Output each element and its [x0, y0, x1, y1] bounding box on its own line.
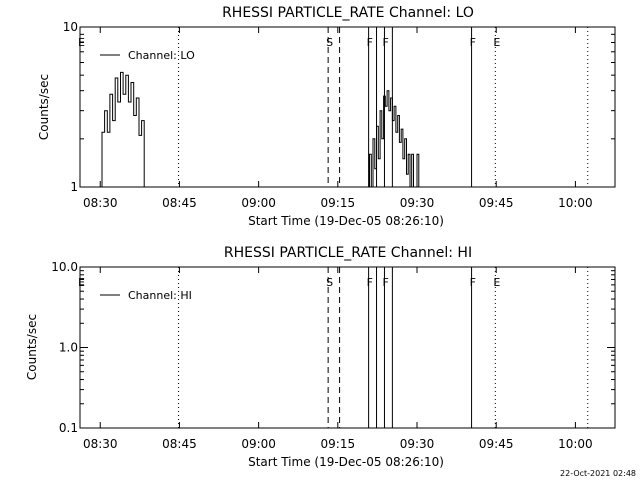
y-tick-label: 10.0 — [51, 260, 78, 274]
x-tick-label: 09:00 — [241, 196, 276, 210]
x-tick-label: 09:45 — [479, 437, 514, 451]
x-tick-label: 09:15 — [321, 196, 356, 210]
panel-lo-channel: RHESSI PARTICLE_RATE Channel: LO Counts/… — [37, 5, 616, 228]
panel-hi-channel: RHESSI PARTICLE_RATE Channel: HI Counts/… — [25, 245, 616, 469]
time-marker-letter: S — [326, 36, 333, 49]
series-line-segment — [367, 90, 420, 188]
x-tick-label: 08:30 — [83, 437, 118, 451]
legend-label: Channel: LO — [128, 49, 195, 62]
x-tick-label: 10:00 — [558, 196, 593, 210]
time-marker-letter: F — [382, 276, 388, 289]
x-tick-label: 09:15 — [321, 437, 356, 451]
series-line-segment — [98, 71, 145, 188]
time-marker-letter: S — [326, 276, 333, 289]
y-tick-label: 10 — [63, 20, 78, 34]
time-marker-letter: E — [78, 276, 85, 289]
time-marker-letter: F — [382, 36, 388, 49]
x-tick-label: 08:30 — [83, 196, 118, 210]
y-tick-label: 0.1 — [59, 421, 78, 435]
x-tick-label: 09:00 — [241, 437, 276, 451]
legend-label: Channel: HI — [128, 289, 192, 302]
time-marker-letter: F — [470, 36, 476, 49]
x-tick-label: 10:00 — [558, 437, 593, 451]
x-tick-label: 08:45 — [162, 196, 197, 210]
y-axis-label: Counts/sec — [37, 74, 51, 140]
x-axis-label: Start Time (19-Dec-05 08:26:10) — [248, 455, 444, 469]
chart-title: RHESSI PARTICLE_RATE Channel: HI — [224, 245, 472, 261]
x-tick-label: 09:45 — [479, 196, 514, 210]
time-marker-letter: F — [367, 36, 373, 49]
time-marker-letter: F — [367, 276, 373, 289]
x-tick-label: 09:30 — [400, 196, 435, 210]
x-axis-label: Start Time (19-Dec-05 08:26:10) — [248, 214, 444, 228]
chart-title: RHESSI PARTICLE_RATE Channel: LO — [222, 5, 474, 21]
timestamp: 22-Oct-2021 02:48 — [560, 469, 636, 478]
y-tick-label: 1 — [70, 180, 78, 194]
y-tick-label: 1.0 — [59, 341, 78, 355]
time-marker-letter: E — [493, 36, 500, 49]
time-marker-letter: F — [470, 276, 476, 289]
time-marker-letter: E — [493, 276, 500, 289]
y-axis-label: Counts/sec — [25, 314, 39, 380]
x-tick-label: 08:45 — [162, 437, 197, 451]
x-tick-label: 09:30 — [400, 437, 435, 451]
